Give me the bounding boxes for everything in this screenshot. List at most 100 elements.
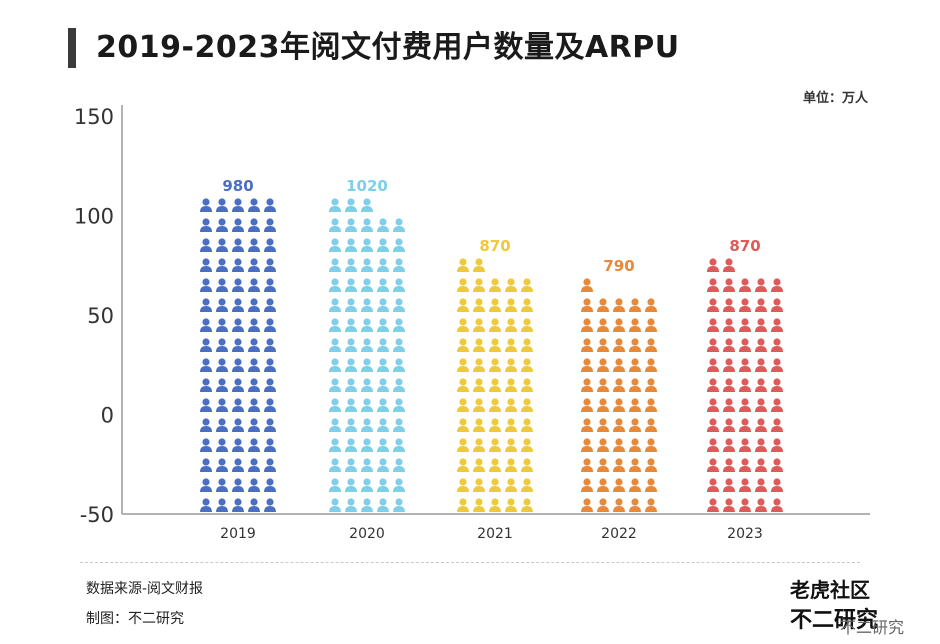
person-icon [505, 398, 517, 412]
person-icon [597, 378, 609, 392]
person-icon [200, 218, 212, 232]
person-icon [232, 198, 244, 212]
person-icon [264, 378, 276, 392]
person-icon [723, 378, 735, 392]
person-icon [489, 278, 501, 292]
person-icon [521, 478, 533, 492]
person-icon [739, 338, 751, 352]
person-icon [739, 478, 751, 492]
person-icon [723, 278, 735, 292]
person-icon [597, 358, 609, 372]
person-icon [629, 438, 641, 452]
person-icon [393, 418, 405, 432]
person-icon [200, 418, 212, 432]
person-icon [771, 318, 783, 332]
person-icon [755, 358, 767, 372]
person-icon [613, 298, 625, 312]
x-tick-label: 2023 [727, 526, 763, 542]
person-icon [232, 478, 244, 492]
person-icon [521, 318, 533, 332]
person-icon [232, 238, 244, 252]
person-icon [393, 238, 405, 252]
person-icon [232, 498, 244, 512]
person-icon [473, 318, 485, 332]
person-icon [200, 378, 212, 392]
person-icon [329, 238, 341, 252]
person-icon [457, 438, 469, 452]
person-icon [473, 498, 485, 512]
person-icon [345, 498, 357, 512]
person-icon [473, 418, 485, 432]
person-icon [329, 438, 341, 452]
person-icon [457, 378, 469, 392]
person-icon [707, 398, 719, 412]
person-icon [200, 438, 212, 452]
person-icon [645, 338, 657, 352]
person-icon [393, 478, 405, 492]
person-icon [393, 438, 405, 452]
person-icon [629, 318, 641, 332]
person-icon [771, 458, 783, 472]
person-icon [345, 318, 357, 332]
person-icon [200, 458, 212, 472]
x-tick-label: 2019 [220, 526, 256, 542]
person-icon [329, 378, 341, 392]
person-icon [264, 498, 276, 512]
y-tick-label: 100 [74, 205, 114, 229]
person-icon [361, 298, 373, 312]
person-icon [248, 438, 260, 452]
person-icon [361, 258, 373, 272]
person-icon [739, 418, 751, 432]
person-icon [457, 318, 469, 332]
person-icon [723, 298, 735, 312]
person-icon [489, 398, 501, 412]
person-icon [393, 398, 405, 412]
person-icon [345, 438, 357, 452]
person-icon [707, 458, 719, 472]
data-label: 1020 [346, 177, 388, 195]
person-icon [393, 378, 405, 392]
person-icon [771, 278, 783, 292]
person-icon [755, 398, 767, 412]
person-icon [707, 258, 719, 272]
person-icon [613, 358, 625, 372]
person-icon [629, 478, 641, 492]
person-icon [329, 278, 341, 292]
person-icon [329, 418, 341, 432]
person-icon [723, 358, 735, 372]
person-icon [505, 278, 517, 292]
person-icon [629, 378, 641, 392]
person-icon [707, 478, 719, 492]
person-icon [521, 298, 533, 312]
person-icon [613, 338, 625, 352]
person-icon [473, 278, 485, 292]
person-icon [597, 298, 609, 312]
person-icon [264, 258, 276, 272]
person-icon [232, 318, 244, 332]
person-icon [489, 458, 501, 472]
person-icon [755, 458, 767, 472]
person-icon [521, 398, 533, 412]
person-icon [377, 418, 389, 432]
person-icon [345, 478, 357, 492]
person-icon [613, 378, 625, 392]
person-icon [613, 458, 625, 472]
person-icon [232, 378, 244, 392]
person-icon [581, 458, 593, 472]
person-icon [232, 358, 244, 372]
person-icon [613, 478, 625, 492]
person-icon [345, 218, 357, 232]
person-icon [457, 338, 469, 352]
person-icon [505, 478, 517, 492]
person-icon [248, 318, 260, 332]
person-icon [361, 378, 373, 392]
person-icon [597, 398, 609, 412]
person-icon [345, 398, 357, 412]
person-icon [489, 498, 501, 512]
person-icon [248, 418, 260, 432]
person-icon [707, 278, 719, 292]
person-icon [505, 318, 517, 332]
person-icon [329, 398, 341, 412]
person-icon [457, 398, 469, 412]
person-icon [457, 358, 469, 372]
